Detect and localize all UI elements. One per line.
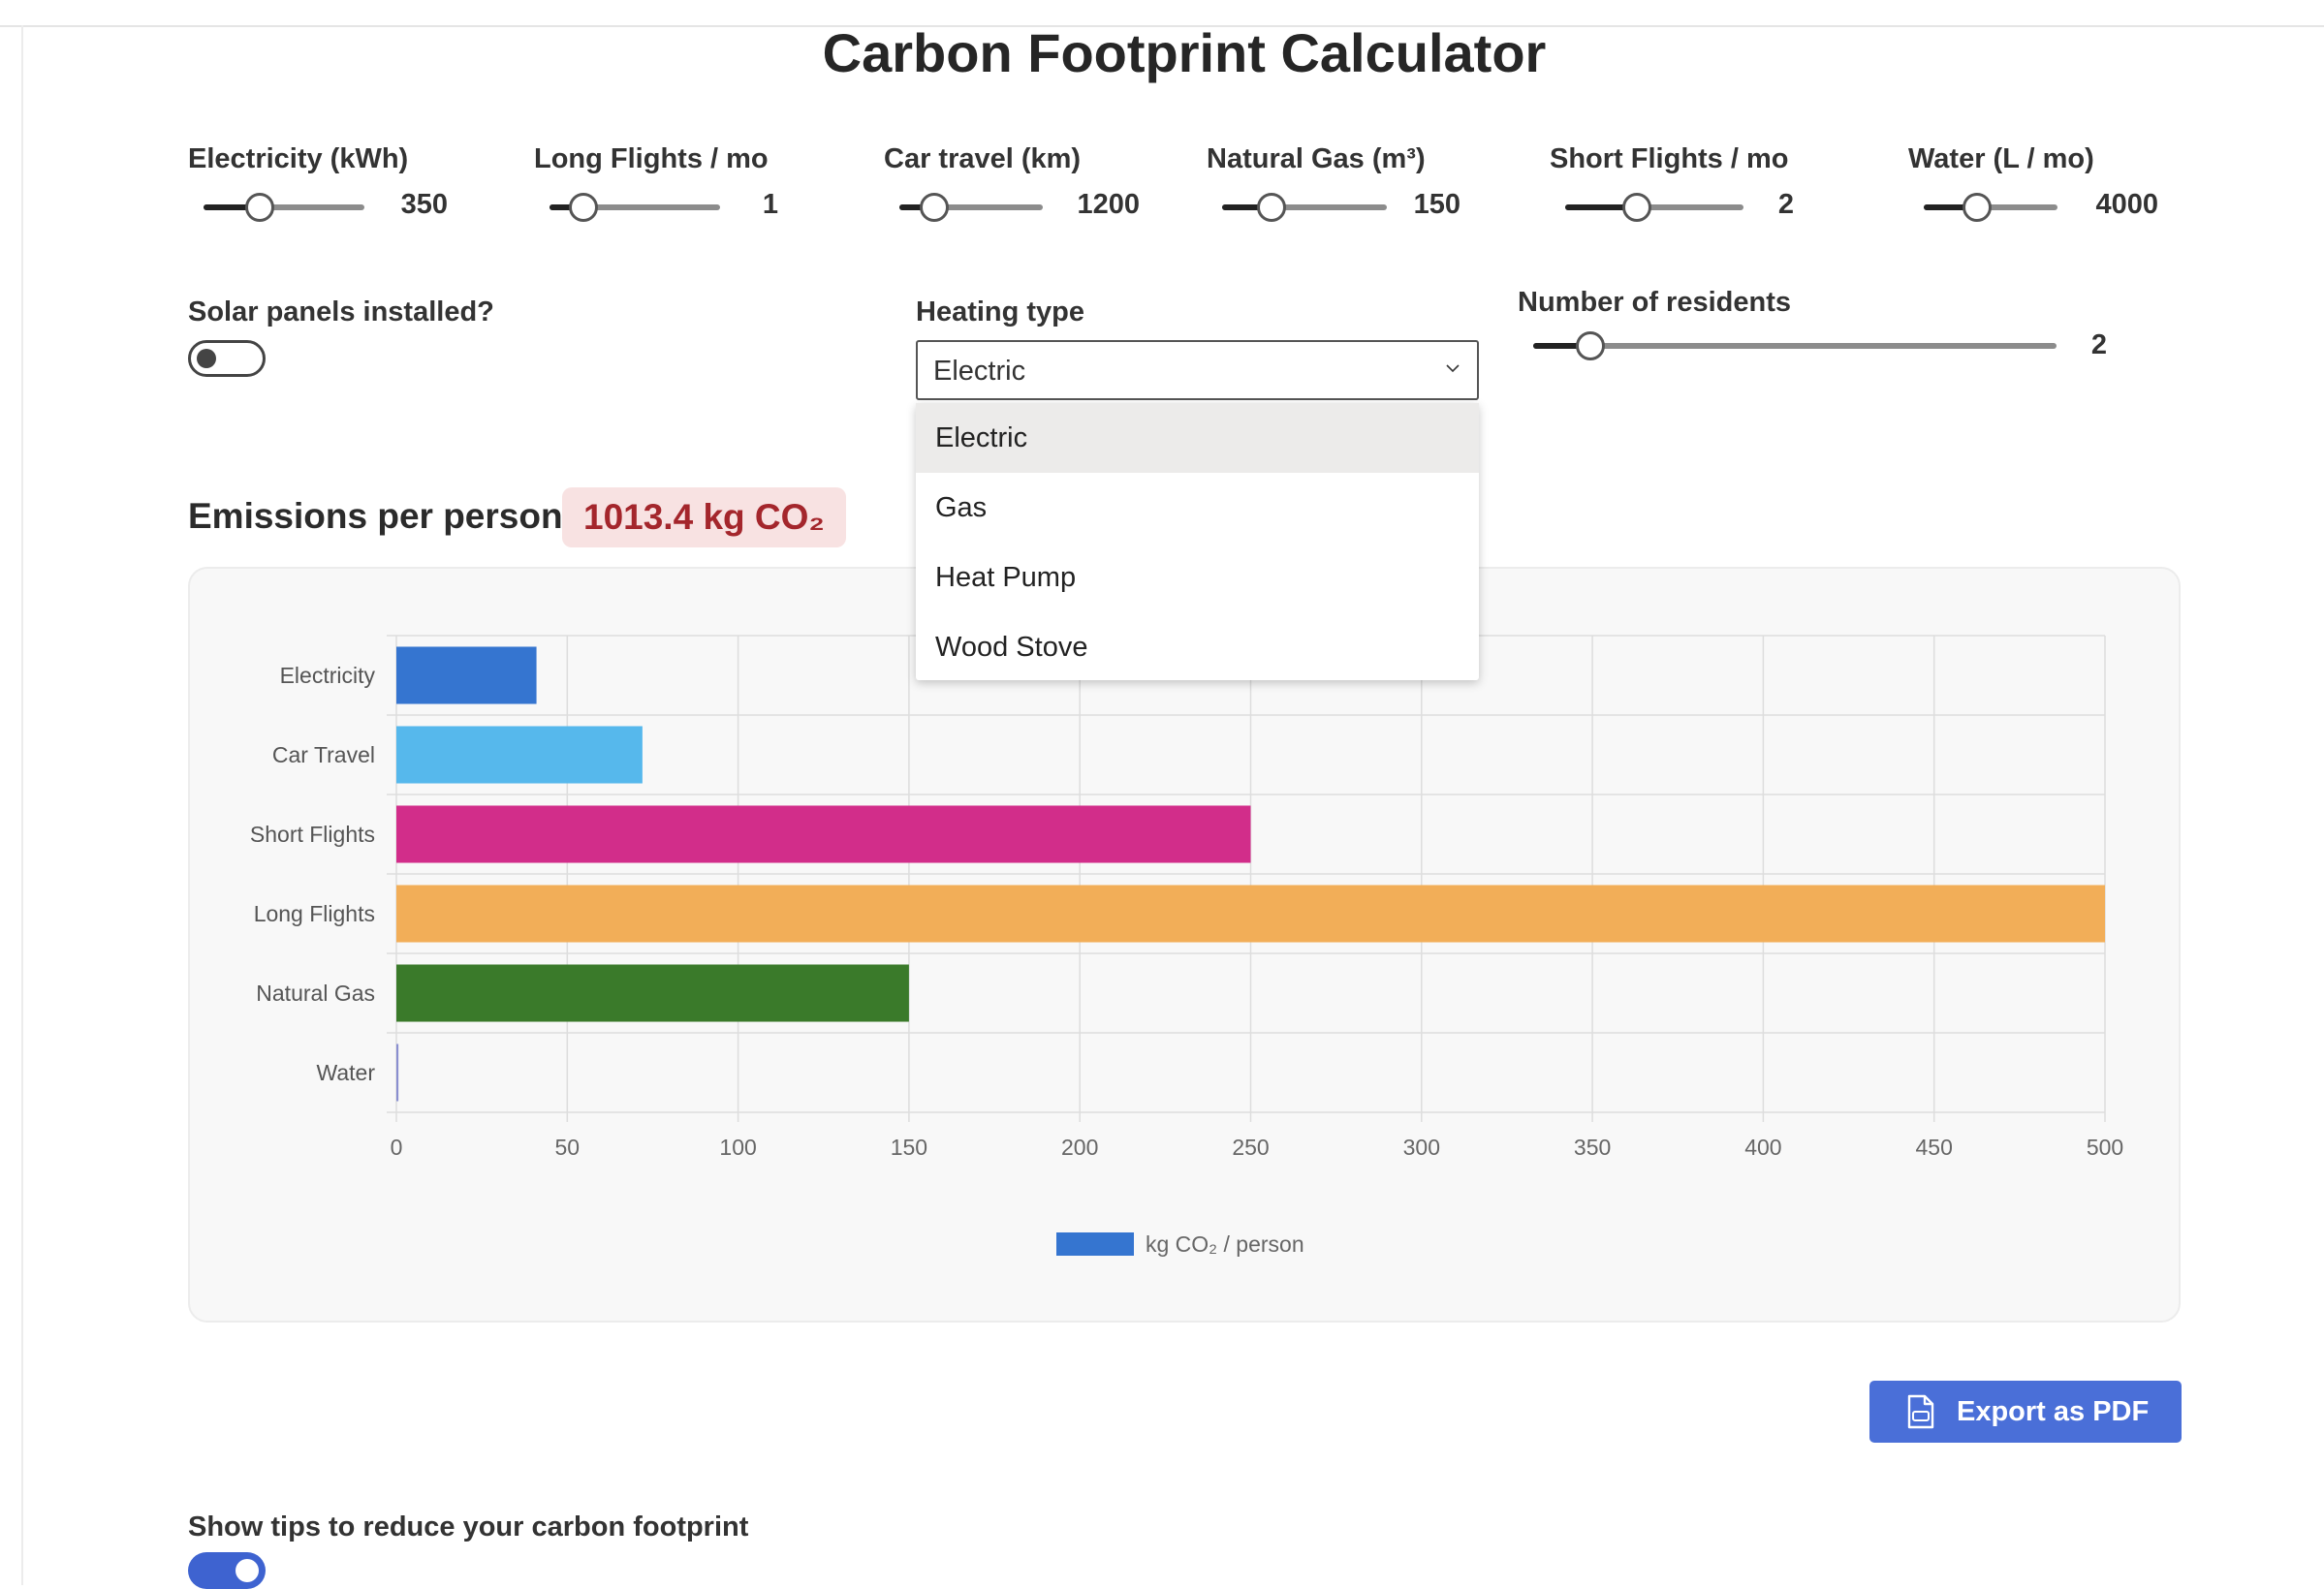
page-left-edge [0, 25, 23, 1585]
heating-type-dropdown: Electric Gas Heat Pump Wood Stove [916, 403, 1479, 680]
x-tick-label: 0 [391, 1135, 403, 1160]
bar-water [396, 1044, 399, 1102]
residents-slider[interactable] [1533, 331, 2057, 360]
short-flights-slider-group: Short Flights / mo 2 [1550, 143, 1794, 226]
heating-option-heat-pump[interactable]: Heat Pump [935, 562, 1077, 593]
heating-type-selected-value: Electric [933, 356, 1026, 387]
heating-option-gas[interactable]: Gas [935, 492, 988, 523]
car-travel-slider-fill [899, 204, 934, 210]
export-pdf-button[interactable]: Export as PDF [1869, 1381, 2182, 1443]
bar-long-flights [396, 885, 2105, 943]
natural-gas-value: 150 [1413, 189, 1460, 220]
category-label: Electricity [280, 663, 376, 688]
long-flights-slider-fill [550, 204, 584, 210]
electricity-label: Electricity (kWh) [188, 143, 409, 174]
short-flights-slider[interactable] [1565, 193, 1743, 222]
heating-type-select[interactable]: Electric [916, 340, 1479, 400]
tips-toggle-knob [236, 1559, 259, 1582]
bar-short-flights [396, 805, 1251, 863]
electricity-slider[interactable] [204, 193, 364, 222]
x-tick-label: 400 [1744, 1135, 1781, 1160]
bar-natural-gas [396, 964, 909, 1022]
long-flights-slider[interactable] [550, 193, 720, 222]
x-tick-label: 200 [1061, 1135, 1098, 1160]
chevron-down-icon [1446, 364, 1460, 373]
short-flights-slider-fill [1565, 204, 1637, 210]
solar-panels-toggle[interactable] [188, 340, 266, 377]
natural-gas-slider-fill [1222, 204, 1272, 210]
long-flights-label: Long Flights / mo [534, 143, 769, 174]
short-flights-slider-thumb[interactable] [1621, 193, 1651, 222]
natural-gas-slider-thumb[interactable] [1257, 193, 1286, 222]
legend-label: kg CO₂ / person [1146, 1231, 1304, 1257]
solar-toggle-knob [197, 349, 216, 368]
emissions-label: Emissions per person: [188, 496, 575, 536]
page-title: Carbon Footprint Calculator [822, 22, 1547, 83]
car-travel-slider-thumb[interactable] [919, 193, 949, 222]
residents-label: Number of residents [1518, 287, 1791, 318]
natural-gas-slider-group: Natural Gas (m³) 150 [1207, 143, 1460, 226]
x-tick-label: 100 [719, 1135, 756, 1160]
electricity-value: 350 [400, 189, 448, 220]
emissions-bar-chart: 0 50 100 150 200 250 300 350 400 450 500 Electricit… [250, 635, 2123, 1257]
export-pdf-label: Export as PDF [1957, 1396, 2150, 1427]
x-tick-label: 450 [1916, 1135, 1953, 1160]
water-value: 4000 [2095, 189, 2158, 220]
heating-option-wood-stove[interactable]: Wood Stove [935, 632, 1088, 663]
bar-car-travel [396, 726, 643, 784]
category-label: Car Travel [272, 742, 375, 767]
solar-panels-label: Solar panels installed? [188, 296, 494, 327]
long-flights-slider-thumb[interactable] [569, 193, 599, 222]
short-flights-value: 2 [1777, 189, 1794, 220]
x-tick-label: 300 [1403, 1135, 1440, 1160]
x-tick-label: 150 [891, 1135, 927, 1160]
water-slider[interactable] [1924, 193, 2057, 222]
car-travel-value: 1200 [1077, 189, 1140, 220]
car-travel-label: Car travel (km) [884, 143, 1082, 174]
electricity-slider-thumb[interactable] [245, 193, 275, 222]
category-label: Long Flights [254, 901, 375, 926]
heating-type-label: Heating type [916, 296, 1085, 327]
x-tick-label: 250 [1232, 1135, 1269, 1160]
water-slider-group: Water (L / mo) 4000 [1908, 143, 2158, 226]
browser-top-edge [0, 0, 2324, 27]
long-flights-value: 1 [762, 189, 778, 220]
tips-toggle[interactable] [188, 1552, 266, 1589]
water-label: Water (L / mo) [1908, 143, 2094, 174]
legend-swatch [1056, 1232, 1134, 1256]
heating-option-electric[interactable]: Electric [916, 403, 1479, 473]
car-travel-slider[interactable] [899, 193, 1043, 222]
residents-value: 2 [2090, 329, 2107, 360]
water-slider-fill [1924, 204, 1978, 210]
category-label: Water [317, 1060, 376, 1085]
pdf-file-icon [1907, 1394, 1934, 1429]
long-flights-slider-group: Long Flights / mo 1 [534, 143, 778, 226]
residents-slider-fill [1533, 343, 1591, 349]
natural-gas-slider[interactable] [1222, 193, 1387, 222]
emissions-value-badge: 1013.4 kg CO₂ [562, 487, 846, 547]
water-slider-thumb[interactable] [1963, 193, 1993, 222]
car-travel-slider-group: Car travel (km) 1200 [884, 143, 1140, 226]
electricity-slider-group: Electricity (kWh) 350 [188, 143, 448, 226]
bar-electricity [396, 646, 537, 704]
residents-slider-thumb[interactable] [1576, 331, 1606, 360]
tips-label: Show tips to reduce your carbon footprin… [188, 1511, 749, 1542]
emissions-chart-card: 0 50 100 150 200 250 300 350 400 450 500 Electricit… [188, 567, 2181, 1323]
x-tick-label: 350 [1574, 1135, 1611, 1160]
category-label: Short Flights [250, 822, 375, 847]
category-label: Natural Gas [256, 981, 375, 1006]
electricity-slider-fill [204, 204, 261, 210]
natural-gas-label: Natural Gas (m³) [1207, 143, 1426, 174]
x-tick-label: 500 [2087, 1135, 2123, 1160]
short-flights-label: Short Flights / mo [1550, 143, 1789, 174]
x-tick-label: 50 [555, 1135, 581, 1160]
